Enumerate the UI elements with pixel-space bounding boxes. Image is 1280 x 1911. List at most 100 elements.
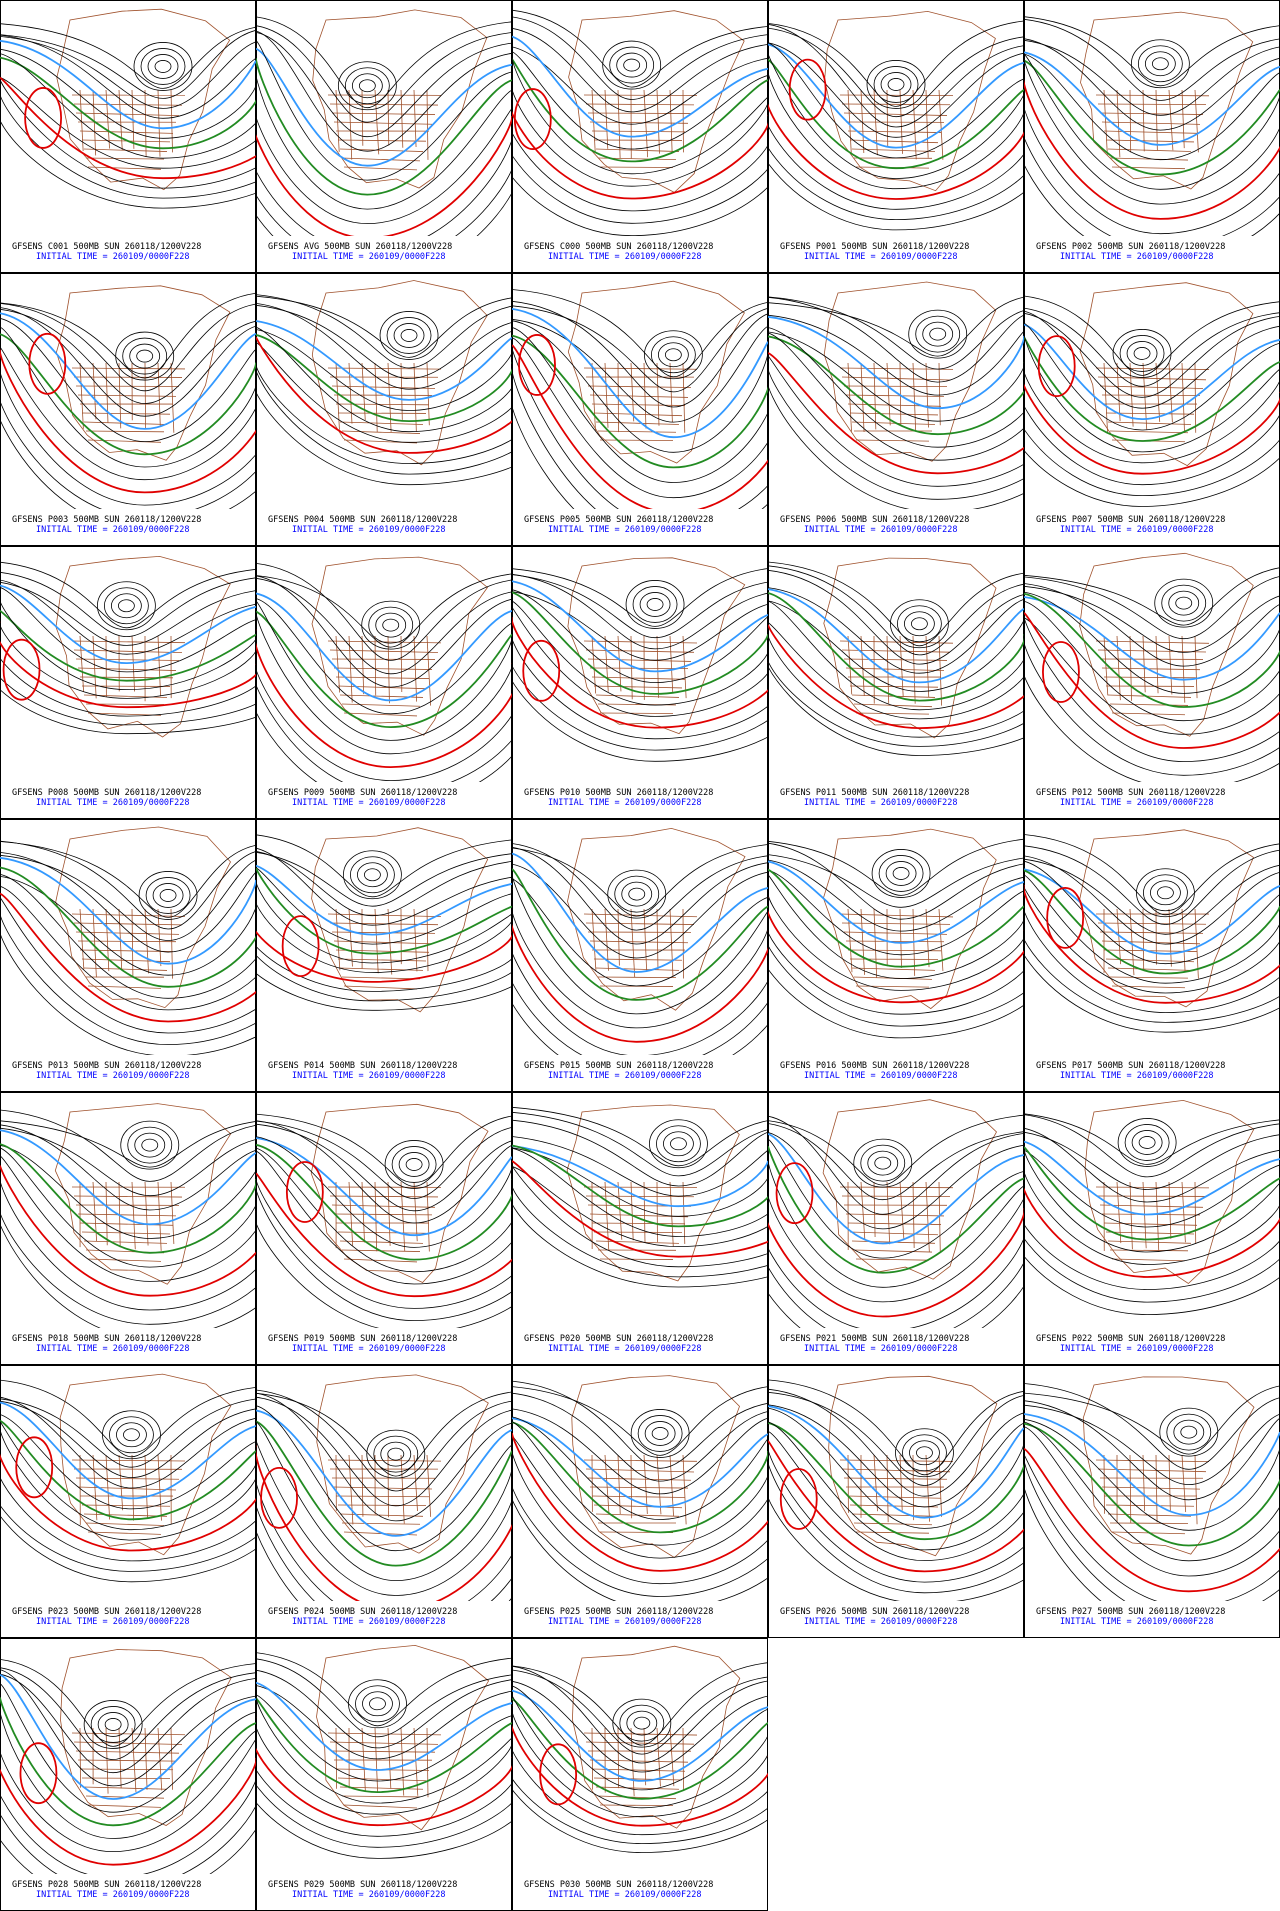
contour (768, 592, 1024, 702)
contour (0, 841, 256, 918)
low-contour (368, 606, 414, 644)
state-line (630, 362, 635, 422)
state-line (426, 1727, 429, 1798)
state-line (669, 1181, 674, 1247)
state-line (643, 908, 648, 972)
state-line (341, 430, 421, 434)
low-contour (122, 337, 168, 375)
coastline (316, 1374, 489, 1554)
state-line (851, 1513, 936, 1517)
state-line (348, 908, 353, 967)
contour (0, 1442, 256, 1562)
state-line (1116, 89, 1121, 158)
state-line (337, 685, 427, 690)
contour (1024, 845, 1280, 925)
footer-bg (769, 1601, 1023, 1637)
low-contour (614, 875, 660, 913)
state-line (1181, 89, 1185, 149)
state-line (656, 362, 660, 426)
map-panel: GFSENS P018 500MB SUN 260118/1200V228INI… (0, 1092, 256, 1365)
panel-subtitle: INITIAL TIME = 260109/0000F228 (804, 1617, 958, 1627)
state-line (849, 139, 939, 144)
contour (0, 101, 256, 209)
low-contour (140, 48, 186, 85)
contour (0, 854, 256, 941)
contour (1024, 1404, 1280, 1486)
contour (768, 296, 1024, 357)
footer-bg (769, 782, 1023, 818)
panel-frame (1024, 819, 1280, 1092)
contour (256, 1669, 512, 1749)
contour (512, 606, 768, 717)
low-contour (386, 317, 432, 354)
state-line (339, 1786, 424, 1790)
state-line (595, 148, 680, 152)
contour (512, 35, 768, 138)
low-contour (651, 1427, 669, 1440)
state-line (144, 1181, 149, 1246)
state-line (413, 635, 418, 702)
contour (768, 1168, 1024, 1318)
state-line (1107, 1240, 1192, 1244)
contour (0, 600, 256, 691)
contour (256, 329, 512, 411)
panel-title: GFSENS P021 500MB SUN 260118/1200V228 (780, 1334, 969, 1344)
contour (0, 624, 256, 717)
state-line (1155, 635, 1159, 694)
contour (768, 63, 1024, 190)
contour (768, 355, 1024, 487)
state-line (1116, 362, 1121, 422)
contour (768, 565, 1024, 656)
state-line (873, 1454, 878, 1512)
state-line (585, 1195, 695, 1198)
contour (0, 1421, 256, 1531)
low-contour (152, 883, 184, 908)
state-line (595, 694, 680, 698)
footer-bg (769, 1055, 1023, 1091)
state-line (343, 712, 418, 717)
contour (1024, 1140, 1280, 1216)
contour (0, 1185, 256, 1325)
low-contour (880, 72, 912, 97)
panel-title: GFSENS P030 500MB SUN 260118/1200V228 (524, 1880, 713, 1890)
low-contour (83, 1700, 143, 1749)
state-line (585, 103, 695, 106)
state-line (1194, 908, 1199, 979)
state-line (1103, 89, 1108, 155)
contour (256, 598, 512, 715)
coastline (828, 1375, 998, 1557)
panel-title: GFSENS P026 500MB SUN 260118/1200V228 (780, 1607, 969, 1617)
contour (1024, 1157, 1280, 1265)
contour (1024, 1400, 1280, 1501)
contour (256, 1694, 512, 1782)
panel-subtitle: INITIAL TIME = 260109/0000F228 (36, 252, 190, 262)
contour (1024, 616, 1280, 763)
state-line (1129, 1454, 1132, 1524)
state-line (583, 1459, 698, 1462)
contour (768, 868, 1024, 968)
state-line (899, 1181, 905, 1240)
state-line (591, 908, 597, 972)
map-panel: GFSENS P012 500MB SUN 260118/1200V228INI… (1024, 546, 1280, 819)
state-line (105, 1727, 109, 1794)
state-line (583, 367, 698, 370)
state-line (87, 985, 162, 989)
map-panel: GFSENS P028 500MB SUN 260118/1200V228INI… (0, 1638, 256, 1911)
state-line (1129, 908, 1135, 976)
state-line (669, 908, 674, 977)
footer-bg (1025, 1328, 1279, 1364)
state-line (851, 421, 936, 425)
contour (512, 1166, 768, 1248)
contour (256, 1174, 512, 1322)
state-line (912, 362, 917, 432)
state-line (593, 1777, 683, 1781)
panel-subtitle: INITIAL TIME = 260109/0000F228 (36, 1344, 190, 1354)
contour (768, 315, 1024, 410)
footer-bg (1, 236, 255, 272)
contour (512, 1144, 768, 1228)
contour (1024, 295, 1280, 376)
footer-bg (769, 509, 1023, 545)
state-line (899, 362, 902, 426)
contour (768, 628, 1024, 738)
contour (1024, 591, 1280, 694)
